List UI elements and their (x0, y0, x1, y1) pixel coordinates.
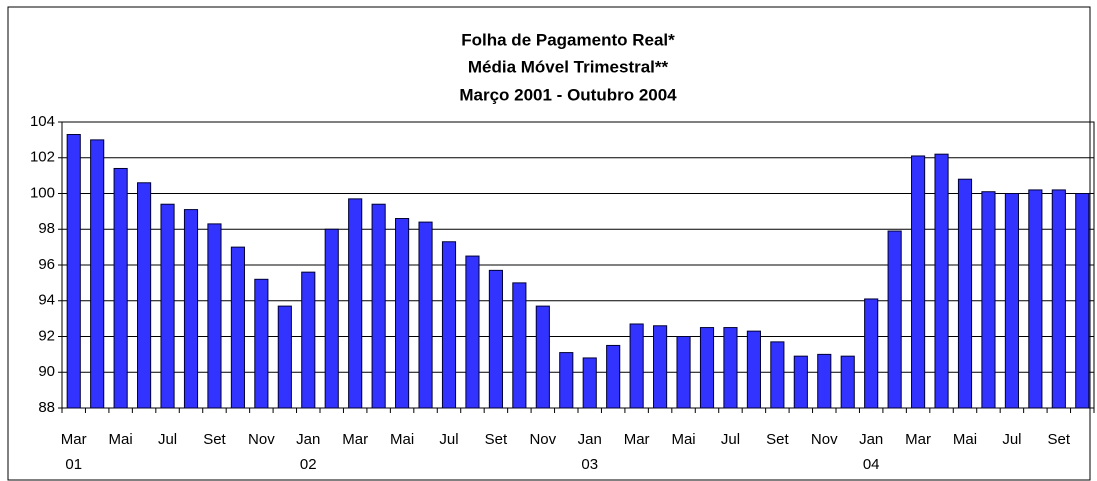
bar (934, 153, 949, 409)
bar (817, 353, 832, 409)
chart-frame (7, 6, 1091, 481)
y-tick-label: 100 (30, 184, 55, 201)
bar (418, 221, 433, 409)
bar (277, 305, 292, 409)
bar (1028, 189, 1043, 409)
bar (1075, 193, 1090, 409)
y-tick-label: 90 (38, 363, 55, 380)
x-tick-label: Mai (390, 431, 414, 448)
chart-subtitle: Março 2001 - Outubro 2004 (459, 85, 677, 104)
x-tick-label: Jan (859, 431, 883, 448)
bar (137, 182, 152, 409)
x-tick-label: Nov (811, 431, 838, 448)
x-group-label: 03 (581, 456, 598, 473)
bar (770, 341, 785, 409)
bar (535, 305, 550, 409)
x-tick-label: Mar (905, 431, 931, 448)
chart-subtitle: Média Móvel Trimestral** (468, 57, 669, 76)
bar (160, 203, 175, 409)
bar (348, 198, 363, 409)
x-group-label: 04 (863, 456, 880, 473)
x-tick-label: Jan (296, 431, 320, 448)
bar (395, 218, 410, 409)
bar (911, 155, 926, 409)
bar (606, 344, 621, 409)
bar (301, 271, 316, 409)
x-tick-label: Set (1048, 431, 1071, 448)
x-tick-label: Jul (1002, 431, 1021, 448)
bar (864, 298, 879, 409)
x-tick-label: Jan (578, 431, 602, 448)
x-tick-label: Set (766, 431, 789, 448)
bar (324, 228, 339, 409)
bar (981, 191, 996, 409)
bar (582, 357, 597, 409)
bar (676, 336, 691, 409)
bar (723, 327, 738, 409)
x-tick-label: Nov (248, 431, 275, 448)
x-tick-label: Jul (158, 431, 177, 448)
x-tick-label: Mar (624, 431, 650, 448)
bar (488, 269, 503, 409)
y-tick-label: 94 (38, 292, 55, 309)
bar (699, 327, 715, 409)
bar (113, 167, 128, 409)
x-tick-label: Mar (342, 431, 368, 448)
x-tick-label: Mai (671, 431, 695, 448)
bar (559, 352, 574, 409)
x-group-label: 02 (300, 456, 317, 473)
bar (653, 325, 668, 409)
bar (957, 178, 973, 409)
x-tick-label: Mai (109, 431, 133, 448)
bar (793, 355, 808, 409)
bar (441, 241, 457, 409)
x-tick-label: Set (485, 431, 508, 448)
y-tick-label: 104 (30, 113, 55, 130)
y-tick-label: 92 (38, 327, 55, 344)
x-tick-label: Nov (529, 431, 556, 448)
x-tick-label: Mai (953, 431, 977, 448)
x-tick-label: Set (203, 431, 226, 448)
bar (1004, 193, 1019, 409)
bar (183, 209, 199, 409)
bar (66, 134, 81, 409)
x-tick-label: Mar (61, 431, 87, 448)
bar (512, 282, 527, 409)
y-tick-label: 88 (38, 399, 55, 416)
x-group-label: 01 (65, 456, 82, 473)
bar (207, 223, 222, 409)
y-tick-label: 102 (30, 149, 55, 166)
bar (465, 255, 480, 409)
x-tick-label: Jul (439, 431, 458, 448)
x-tick-label: Jul (721, 431, 740, 448)
bar (840, 355, 855, 409)
bar (90, 139, 105, 409)
bar (371, 203, 386, 409)
bar (230, 246, 245, 409)
chart-title: Folha de Pagamento Real* (461, 30, 675, 49)
bar (629, 323, 644, 409)
bar (254, 278, 269, 409)
bar (887, 230, 902, 409)
bar (1051, 189, 1066, 409)
y-tick-label: 96 (38, 256, 55, 273)
y-tick-label: 98 (38, 220, 55, 237)
bar (746, 330, 761, 409)
